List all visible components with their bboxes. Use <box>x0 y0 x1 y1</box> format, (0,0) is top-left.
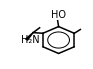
Text: H₂N: H₂N <box>21 35 40 45</box>
Polygon shape <box>26 33 33 40</box>
Text: HO: HO <box>51 10 66 20</box>
